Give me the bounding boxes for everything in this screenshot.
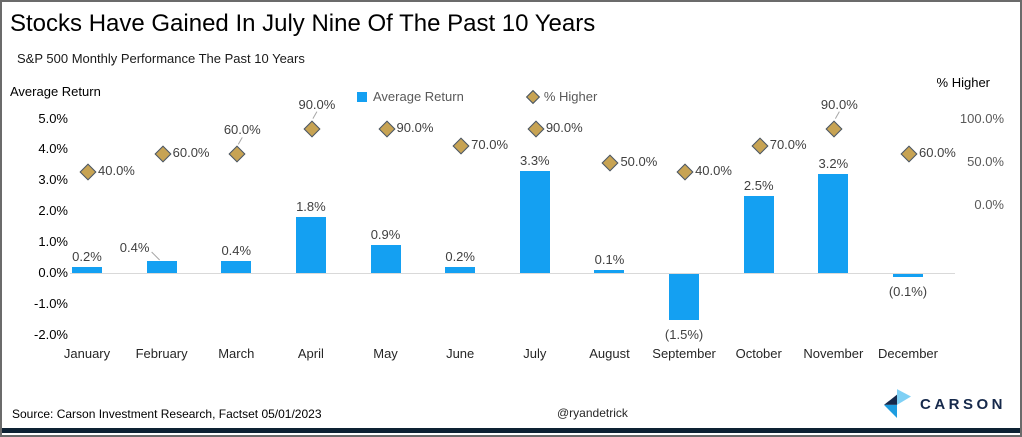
carson-logo-text: CARSON: [919, 395, 1006, 413]
diamond-label-february: 60.0%: [172, 145, 210, 161]
bar-label-january: 0.2%: [72, 249, 102, 264]
month-label-june: June: [446, 346, 475, 361]
chart-subtitle: S&P 500 Monthly Performance The Past 10 …: [17, 51, 305, 66]
bar-november: [818, 174, 849, 273]
diamond-october: [751, 137, 769, 155]
legend-item-pct-higher: % Higher: [525, 89, 598, 104]
diamond-label-june: 70.0%: [471, 136, 509, 152]
bar-january: [72, 267, 102, 273]
source-text: Source: Carson Investment Research, Fact…: [12, 407, 322, 421]
twitter-handle: @ryandetrick: [557, 406, 628, 420]
bar-june: [445, 267, 476, 273]
bar-label-september: (1.5%): [664, 327, 704, 342]
legend: Average Return % Higher: [357, 89, 597, 104]
bar-label-december: (0.1%): [888, 284, 928, 299]
carson-logo: CARSON: [883, 389, 1006, 419]
left-axis-tick: 4.0%: [38, 141, 68, 157]
diamond-label-april: 90.0%: [298, 96, 336, 112]
diamond-november: [825, 120, 843, 138]
diamond-december: [900, 145, 918, 163]
legend-item-average-return: Average Return: [357, 89, 464, 104]
diamond-label-january: 40.0%: [98, 162, 135, 178]
month-label-september: September: [652, 346, 716, 361]
month-label-march: March: [218, 346, 255, 361]
diamond-label-december: 60.0%: [919, 145, 956, 161]
diamond-july: [527, 120, 545, 138]
bar-label-march: 0.4%: [221, 243, 252, 258]
month-label-february: February: [135, 346, 188, 361]
chart-title: Stocks Have Gained In July Nine Of The P…: [10, 10, 596, 37]
month-label-july: July: [523, 346, 547, 361]
left-axis-tick: 1.0%: [38, 234, 68, 250]
bar-label-february: 0.4%: [119, 240, 150, 255]
diamond-september: [676, 163, 694, 181]
bar-label-august: 0.1%: [594, 252, 625, 267]
diamond-may: [378, 120, 396, 138]
right-axis-tick: 100.0%: [959, 111, 1004, 126]
bar-label-june: 0.2%: [445, 249, 475, 264]
right-axis-tick: 50.0%: [967, 154, 1004, 169]
left-axis-tick: 2.0%: [38, 203, 68, 219]
left-axis-title: Average Return: [10, 84, 101, 99]
left-axis-tick: -1.0%: [34, 295, 68, 311]
diamond-february: [154, 145, 172, 163]
diamond-april: [303, 120, 321, 138]
right-axis-title: % Higher: [936, 75, 990, 90]
bar-label-may: 0.9%: [370, 227, 401, 242]
diamond-label-march: 60.0%: [223, 122, 261, 138]
month-label-august: August: [589, 346, 630, 361]
diamond-label-november: 90.0%: [820, 96, 858, 112]
diamond-march: [228, 145, 246, 163]
bar-december: [893, 274, 923, 277]
month-label-november: November: [803, 346, 864, 361]
bar-march: [221, 261, 252, 273]
diamond-label-may: 90.0%: [396, 119, 434, 135]
bar-july: [519, 171, 550, 273]
bar-label-november: 3.2%: [818, 156, 849, 171]
bar-label-april: 1.8%: [296, 199, 326, 214]
month-label-december: December: [878, 346, 938, 361]
footer-bar: [2, 428, 1020, 433]
month-label-october: October: [735, 346, 782, 361]
zero-axis-line: [70, 273, 955, 274]
bar-may: [370, 245, 401, 273]
bar-label-july: 3.3%: [519, 153, 550, 168]
bar-label-october: 2.5%: [743, 178, 774, 193]
diamond-january: [79, 163, 97, 181]
diamond-august: [601, 154, 619, 172]
bar-october: [743, 196, 774, 273]
legend-label-pct-higher: % Higher: [543, 89, 598, 104]
left-axis-tick: 3.0%: [38, 172, 68, 188]
left-axis-tick: 0.0%: [38, 265, 68, 280]
diamond-label-september: 40.0%: [695, 162, 732, 178]
diamond-label-october: 70.0%: [769, 136, 807, 152]
legend-label-average-return: Average Return: [373, 89, 464, 104]
left-axis-tick: -2.0%: [34, 326, 68, 342]
month-label-january: January: [63, 346, 111, 361]
carson-logo-icon: [883, 389, 911, 418]
right-axis-tick: 0.0%: [974, 197, 1004, 212]
bar-april: [295, 217, 326, 273]
left-axis-tick: 5.0%: [38, 110, 68, 126]
legend-swatch-average-return-icon: [357, 91, 367, 102]
bar-february: [146, 261, 177, 273]
diamond-label-july: 90.0%: [545, 119, 583, 135]
diamond-june: [452, 137, 470, 155]
month-label-april: April: [297, 346, 324, 361]
bar-september: [669, 274, 700, 320]
month-label-may: May: [373, 346, 398, 361]
bar-august: [594, 270, 625, 273]
diamond-label-august: 50.0%: [620, 154, 658, 169]
